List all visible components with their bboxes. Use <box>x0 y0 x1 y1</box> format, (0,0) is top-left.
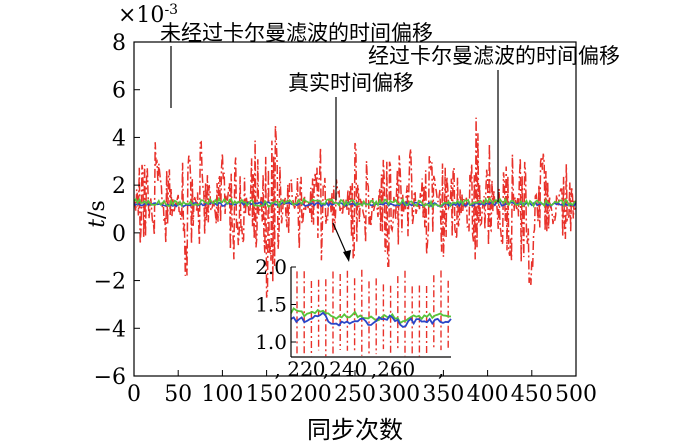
annotation-true-label: 真实时间偏移 <box>288 71 414 95</box>
annotation-raw-label: 未经过卡尔曼滤波的时间偏移 <box>160 21 433 45</box>
y-tick-label: 4 <box>112 126 126 151</box>
inset-arrow <box>332 222 351 262</box>
inset-x-tick-label: ,240 <box>323 357 368 381</box>
inset-x-tick-label: , 220 <box>275 357 326 381</box>
y-axis-ticks: 8 6 4 2 0 −2 −4 −6 <box>94 31 140 390</box>
x-tick-label: 200 <box>290 382 332 407</box>
x-tick-label: 50 <box>164 382 192 407</box>
y-tick-label: −6 <box>94 365 126 390</box>
x-tick-label: 500 <box>555 382 597 407</box>
x-axis-label: 同步次数 <box>307 416 403 444</box>
y-tick-label: 0 <box>112 222 126 247</box>
x-tick-label: 350 <box>422 382 464 407</box>
inset-y-tick-label: 1.5 <box>255 293 287 317</box>
x-tick-label: 250 <box>334 382 376 407</box>
inset-lines-layer <box>290 307 452 329</box>
raw-series-line <box>133 117 577 298</box>
inset-plot: 2.0 1.5 1.0 , 220,240,260, <box>255 255 452 381</box>
x-tick-label: 150 <box>246 382 288 407</box>
true-series-layer <box>133 196 577 209</box>
x-tick-label: 100 <box>201 382 243 407</box>
y-tick-label: 6 <box>112 79 126 104</box>
x-tick-label: 400 <box>467 382 509 407</box>
y-tick-label: 2 <box>112 174 126 199</box>
annotation-true: 真实时间偏移 <box>288 71 414 200</box>
y-tick-label: −2 <box>94 270 126 295</box>
y-tick-label: 8 <box>112 31 126 56</box>
inset-y-tick-label: 1.0 <box>255 330 287 354</box>
inset-ticks: 2.0 1.5 1.0 , 220,240,260, <box>255 255 444 381</box>
x-tick-label: 0 <box>127 382 141 407</box>
true-series-line <box>133 196 577 209</box>
annotation-filtered-label: 经过卡尔曼滤波的时间偏移 <box>368 44 620 68</box>
x-tick-label: 300 <box>378 382 420 407</box>
inset-filtered-line <box>290 311 452 329</box>
x-tick-label: 450 <box>511 382 553 407</box>
inset-x-tick-label: , <box>438 357 444 381</box>
x-axis-ticks: 0 50 100 150 200 250 300 350 400 450 500 <box>127 370 597 407</box>
raw-series-layer <box>133 117 577 298</box>
y-axis-label: t/s <box>85 200 110 228</box>
inset-true-line <box>290 307 452 325</box>
inset-y-tick-label: 2.0 <box>255 255 287 279</box>
y-tick-label: −4 <box>94 317 126 342</box>
inset-x-tick-label: ,260 <box>371 357 416 381</box>
y-multiplier: ×10-3 <box>118 2 178 28</box>
y-multiplier-exponent: -3 <box>164 2 178 18</box>
annotation-filtered: 经过卡尔曼滤波的时间偏移 <box>368 44 620 202</box>
annotation-raw: 未经过卡尔曼滤波的时间偏移 <box>160 21 433 108</box>
